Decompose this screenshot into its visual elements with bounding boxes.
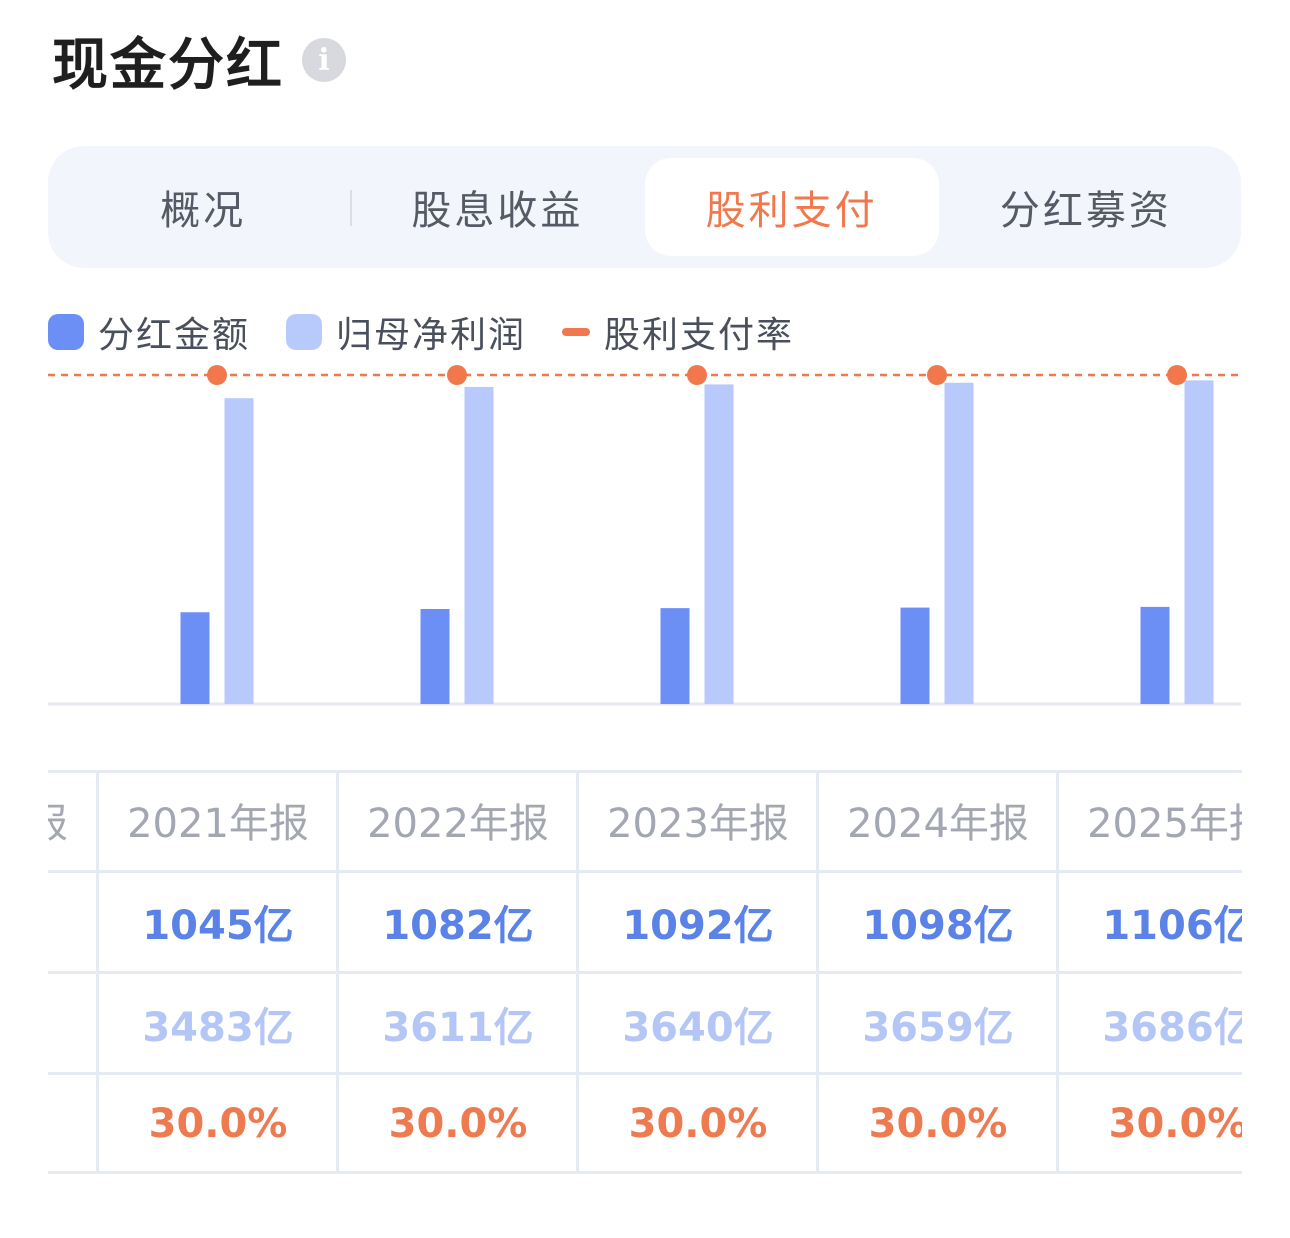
table-cell: 3483亿 <box>142 1005 294 1051</box>
payout-ratio-point <box>1167 365 1187 385</box>
bar-net-profit <box>1184 380 1214 704</box>
table-divider <box>48 1171 1242 1174</box>
bar-dividend <box>420 609 450 704</box>
table-cell: 1106亿 <box>1102 903 1242 949</box>
legend-line <box>562 328 591 336</box>
table-cell: 30.0% <box>148 1101 288 1147</box>
bar-dividend <box>660 608 690 704</box>
payout-ratio-point <box>687 365 707 385</box>
table-divider <box>48 770 1242 773</box>
title-row: 现金分红 i <box>52 24 346 98</box>
payout-chart <box>48 365 1241 706</box>
table-divider <box>336 770 339 1174</box>
table-header-cell: 2024年报 <box>847 801 1029 847</box>
tab-label: 股息收益 <box>411 188 584 234</box>
table-cell: 3686亿 <box>1102 1005 1242 1051</box>
table-header-cell: 2023年报 <box>607 801 789 847</box>
table-cell: 30.0% <box>868 1101 1008 1147</box>
legend-swatch <box>286 314 323 350</box>
table-divider <box>48 971 1242 974</box>
table-cell: 1045亿 <box>142 903 294 949</box>
data-table: 报 2021年报 2022年报 2023年报 2024年报 2025年报 1045亿 1082… <box>48 770 1242 1174</box>
bar-dividend <box>180 612 210 704</box>
table-divider <box>48 870 1242 873</box>
payout-ratio-point <box>207 365 227 385</box>
table-header-cell: 2022年报 <box>367 801 549 847</box>
info-icon[interactable]: i <box>302 38 346 82</box>
payout-ratio-point <box>927 365 947 385</box>
table-divider <box>48 1072 1242 1075</box>
table-cell: 30.0% <box>388 1101 528 1147</box>
tab-dividend-payout[interactable]: 股利支付 <box>644 158 939 256</box>
bar-net-profit <box>704 384 734 704</box>
legend-label: 归母净利润 <box>336 315 527 356</box>
legend-label: 股利支付率 <box>604 315 795 356</box>
table-divider <box>816 770 819 1174</box>
bar-net-profit <box>464 386 494 704</box>
table-cell: 3611亿 <box>382 1005 534 1051</box>
table-header-cell: 报 <box>48 770 88 870</box>
table-divider <box>96 770 99 1174</box>
tab-label: 概况 <box>160 188 247 234</box>
payout-ratio-point <box>447 365 467 385</box>
page-title: 现金分红 <box>52 32 284 98</box>
bar-dividend <box>900 607 930 704</box>
legend-swatch <box>48 314 84 350</box>
table-header-cell: 2021年报 <box>127 801 309 847</box>
tab-bar: 概况 股息收益 股利支付 分红募资 <box>48 146 1241 268</box>
legend-item-net-profit[interactable]: 归母净利润 <box>286 306 526 358</box>
bar-net-profit <box>224 398 254 704</box>
bar-net-profit <box>944 382 974 704</box>
bar-dividend <box>1140 606 1170 704</box>
table-cell: 3640亿 <box>622 1005 774 1051</box>
table-cell: 3659亿 <box>862 1005 1014 1051</box>
table-divider <box>576 770 579 1174</box>
table-header-cell: 2025年报 <box>1087 801 1242 847</box>
tab-divider <box>350 190 353 226</box>
tab-dividend-financing[interactable]: 分红募资 <box>939 158 1233 256</box>
tab-label: 股利支付 <box>705 188 878 234</box>
tab-label: 分红募资 <box>999 188 1172 234</box>
table-cell: 30.0% <box>1108 1101 1242 1147</box>
legend-label: 分红金额 <box>98 315 251 356</box>
tab-overview[interactable]: 概况 <box>56 158 350 256</box>
table-cell: 1098亿 <box>862 903 1014 949</box>
table-divider <box>1056 770 1059 1174</box>
legend-item-payout-ratio[interactable]: 股利支付率 <box>562 306 794 358</box>
table-cell: 1082亿 <box>382 903 534 949</box>
legend-item-dividend[interactable]: 分红金额 <box>48 306 250 358</box>
chart-legend: 分红金额 归母净利润 股利支付率 <box>48 306 830 358</box>
table-cell: 30.0% <box>628 1101 768 1147</box>
table-cell: 1092亿 <box>622 903 774 949</box>
tab-dividend-yield[interactable]: 股息收益 <box>350 158 644 256</box>
